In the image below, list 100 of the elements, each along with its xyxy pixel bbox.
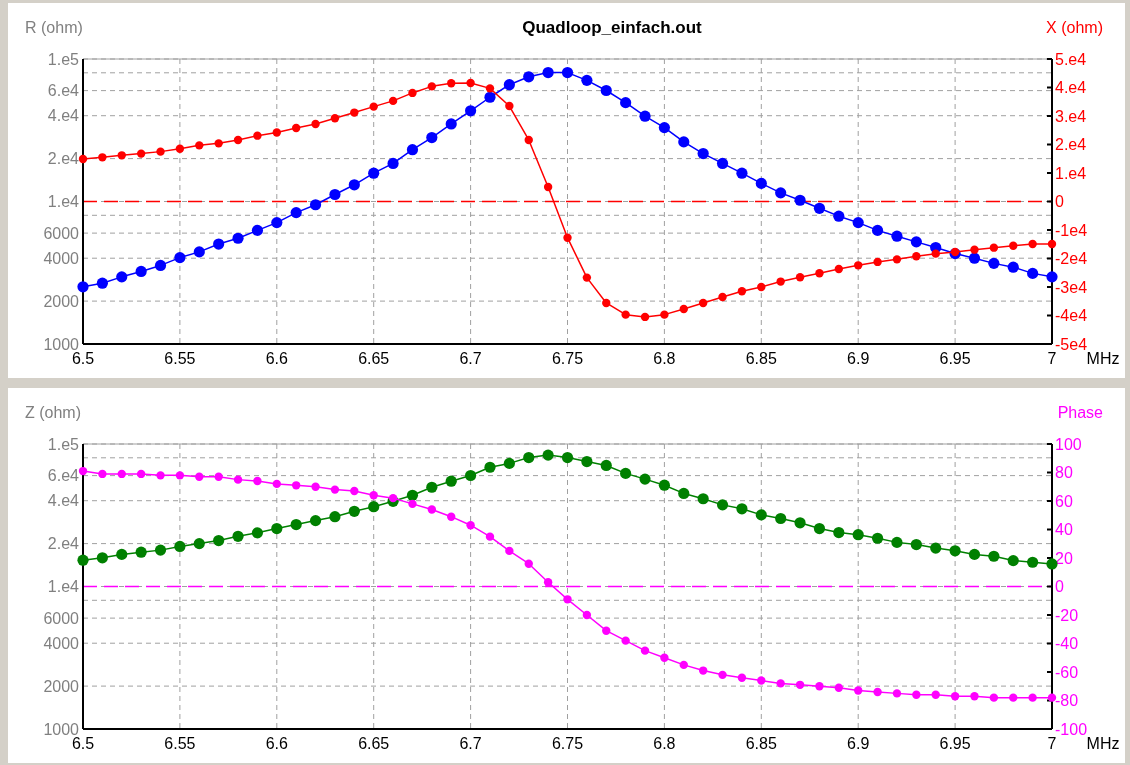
chart-title: Quadloop_einfach.out: [522, 18, 703, 37]
point: [484, 461, 496, 473]
x-axis-title: MHz: [1086, 350, 1120, 367]
point: [542, 66, 554, 79]
point: [581, 455, 593, 468]
point: [716, 499, 729, 511]
point: [736, 503, 748, 515]
y2-tick-label: -3e4: [1055, 278, 1088, 296]
x-tick-label: 7: [1047, 735, 1057, 752]
point: [174, 540, 186, 553]
x-tick-label: 6.85: [745, 350, 777, 367]
y-axis-title: R (ohm): [25, 19, 83, 36]
point: [852, 217, 864, 229]
point: [271, 217, 283, 229]
y-tick-label: 1.e4: [47, 193, 80, 211]
point: [561, 451, 574, 464]
y2-tick-label: 5.e4: [1055, 50, 1087, 68]
point: [930, 542, 942, 554]
y-tick-label: 1.e5: [47, 50, 80, 68]
y2-tick-label: -1e4: [1055, 221, 1088, 239]
point: [581, 74, 593, 86]
y-tick-label: 2000: [43, 677, 80, 695]
point: [620, 97, 632, 109]
point: [891, 536, 903, 548]
point: [523, 71, 535, 83]
point: [658, 122, 670, 134]
point: [77, 281, 89, 293]
point: [871, 532, 884, 544]
point: [658, 479, 670, 491]
point: [116, 548, 128, 560]
point: [968, 252, 981, 264]
y2-tick-label: -80: [1055, 692, 1079, 710]
y2-tick-label: -60: [1055, 663, 1079, 681]
point: [678, 487, 690, 500]
point: [135, 265, 147, 278]
point: [213, 238, 225, 250]
x-tick-label: 6.75: [551, 735, 584, 752]
x-axis-title: MHz: [1086, 735, 1120, 752]
point: [794, 194, 806, 206]
x-tick-label: 6.8: [653, 350, 676, 367]
point: [271, 522, 283, 535]
point: [290, 518, 302, 531]
y2-tick-label: -20: [1055, 606, 1079, 624]
x-tick-label: 6.65: [358, 735, 390, 752]
point: [1046, 271, 1058, 283]
point: [96, 277, 108, 289]
point: [503, 457, 515, 469]
point: [716, 157, 729, 170]
point: [445, 475, 457, 487]
point: [116, 271, 128, 283]
point: [891, 230, 903, 242]
point: [329, 188, 341, 201]
point: [348, 505, 360, 517]
point: [154, 544, 167, 556]
point: [232, 530, 244, 542]
point: [232, 232, 244, 244]
point: [775, 512, 787, 525]
point: [368, 501, 380, 513]
point: [1046, 558, 1058, 570]
point: [600, 84, 612, 97]
x-tick-label: 7: [1047, 350, 1057, 367]
x-tick-label: 6.55: [164, 350, 196, 367]
x-tick-label: 6.5: [71, 350, 95, 367]
y-tick-label: 2.e4: [47, 150, 80, 168]
y2-tick-label: -100: [1055, 720, 1088, 738]
point: [988, 550, 1000, 562]
y2-tick-label: -2e4: [1055, 250, 1088, 268]
y-tick-label: 6.e4: [47, 82, 80, 100]
x-tick-label: 6.6: [265, 735, 289, 752]
y-tick-label: 4000: [43, 249, 80, 267]
point: [600, 459, 612, 472]
point: [949, 545, 961, 557]
y2-axis-title: X (ohm): [1046, 19, 1103, 36]
y-axis-title: Z (ohm): [25, 404, 81, 421]
y2-tick-label: 4.e4: [1055, 79, 1087, 97]
point: [426, 131, 438, 144]
point: [833, 210, 845, 222]
y2-tick-label: 0: [1055, 193, 1064, 211]
point: [968, 548, 981, 560]
point: [426, 481, 438, 493]
y2-tick-label: 1.e4: [1055, 164, 1087, 182]
point: [154, 259, 167, 272]
x-tick-label: 6.95: [939, 735, 971, 752]
point: [697, 493, 709, 505]
point: [309, 199, 322, 211]
point: [755, 177, 767, 189]
point: [833, 526, 845, 539]
point: [813, 522, 826, 535]
point: [988, 257, 1000, 269]
x-tick-label: 6.95: [939, 350, 971, 367]
point: [1027, 556, 1039, 568]
point: [871, 224, 884, 236]
y2-tick-label: 60: [1055, 492, 1073, 510]
x-tick-label: 6.8: [653, 735, 676, 752]
y-tick-label: 1.e5: [47, 435, 80, 453]
point: [794, 517, 806, 529]
point: [523, 451, 535, 464]
y-tick-label: 6000: [43, 224, 80, 242]
point: [174, 251, 186, 264]
point: [465, 105, 477, 117]
